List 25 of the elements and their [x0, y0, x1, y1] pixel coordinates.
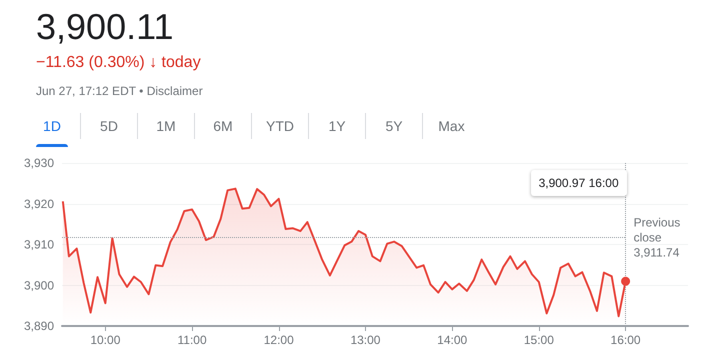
text: 1M — [138, 113, 195, 139]
x-tick-label: 16:00 — [610, 333, 641, 347]
x-tick-label: 10:00 — [90, 333, 121, 347]
text: 6M — [195, 113, 252, 139]
text: YTD — [252, 113, 309, 139]
x-tick-label: 14:00 — [437, 333, 468, 347]
text: Max — [423, 113, 480, 139]
text: 5Y — [366, 113, 423, 139]
annotation: 3,900.97 16:00 — [530, 170, 627, 196]
chart-title: 3,900.11 — [36, 6, 174, 48]
text: 5D — [81, 113, 138, 139]
text: 1Y — [309, 113, 366, 139]
text: 1D — [24, 113, 81, 139]
chart-subtitle: −11.63 (0.30%) ↓ today — [36, 54, 202, 72]
y-tick-label: 3,920 — [24, 196, 54, 211]
x-tick-label: 12:00 — [264, 333, 294, 347]
y-tick-label: 3,930 — [24, 156, 54, 170]
y-tick-label: 3,890 — [24, 319, 54, 333]
y-tick-label: 3,900 — [24, 278, 54, 292]
x-tick-label: 11:00 — [177, 333, 207, 347]
ref-line-label: Previous close 3,911.74 — [634, 215, 680, 260]
text: Jun 27, 17:12 EDT • Disclaimer — [36, 84, 203, 98]
x-tick-label: 13:00 — [350, 333, 381, 347]
y-tick-label: 3,910 — [24, 238, 54, 252]
x-tick-label: 15:00 — [524, 333, 554, 347]
